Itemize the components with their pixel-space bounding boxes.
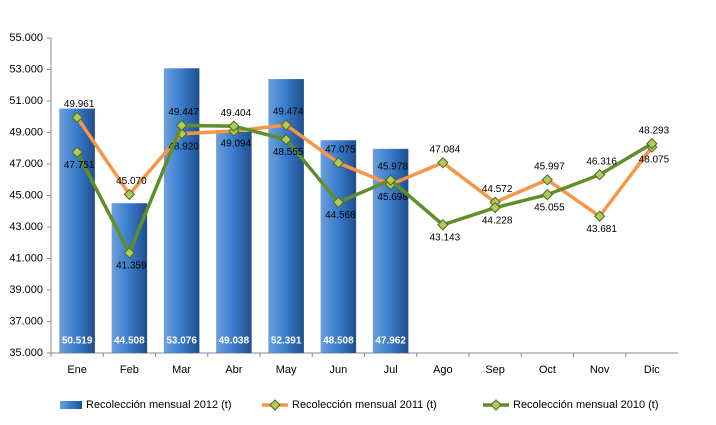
line-value-label: 48.920 bbox=[168, 141, 199, 152]
y-tick-label: 53.000 bbox=[9, 63, 43, 75]
x-tick-label: Abr bbox=[225, 364, 242, 376]
x-tick-label: Dic bbox=[644, 364, 660, 376]
y-tick-label: 43.000 bbox=[9, 221, 43, 233]
y-tick-label: 37.000 bbox=[9, 315, 43, 327]
y-tick-label: 49.000 bbox=[9, 126, 43, 138]
line-value-label: 48.075 bbox=[639, 155, 670, 166]
bar bbox=[320, 140, 357, 353]
bar bbox=[163, 68, 200, 353]
x-tick-label: Ago bbox=[433, 364, 453, 376]
marker bbox=[175, 119, 188, 132]
legend-swatch bbox=[60, 401, 82, 409]
x-tick-label: Jun bbox=[330, 364, 348, 376]
y-tick-label: 55.000 bbox=[9, 32, 43, 44]
legend-marker bbox=[269, 399, 281, 411]
x-tick-label: Feb bbox=[120, 364, 139, 376]
line-value-label: 49.961 bbox=[64, 99, 95, 110]
line-value-label: 41.359 bbox=[116, 260, 147, 271]
marker bbox=[384, 174, 397, 186]
line-value-label: 47.075 bbox=[325, 144, 356, 155]
x-tick-label: Sep bbox=[485, 364, 505, 376]
marker bbox=[593, 169, 606, 181]
marker bbox=[280, 119, 292, 131]
legend-marker bbox=[490, 399, 502, 411]
line-value-label: 44.228 bbox=[482, 215, 513, 226]
marker bbox=[123, 188, 136, 201]
x-tick-label: Nov bbox=[590, 364, 610, 376]
marker bbox=[593, 210, 606, 222]
marker bbox=[437, 156, 449, 169]
marker bbox=[489, 201, 501, 214]
line-value-label: 49.094 bbox=[221, 139, 252, 150]
bar-value-label: 49.038 bbox=[219, 336, 250, 347]
x-tick-label: Ene bbox=[67, 364, 87, 376]
marker bbox=[71, 146, 83, 158]
line-value-label: 45.978 bbox=[377, 162, 408, 173]
line-value-label: 43.681 bbox=[586, 224, 617, 235]
line-value-label: 49.474 bbox=[273, 107, 304, 118]
marker bbox=[541, 174, 554, 186]
bar bbox=[216, 131, 252, 353]
line-value-label: 45.055 bbox=[534, 202, 565, 213]
bar-value-label: 44.508 bbox=[114, 336, 145, 347]
bar bbox=[59, 108, 95, 354]
line-value-label: 45.070 bbox=[116, 176, 147, 187]
y-tick-label: 41.000 bbox=[9, 252, 43, 264]
x-tick-label: Oct bbox=[539, 364, 556, 376]
x-tick-label: Jul bbox=[384, 364, 398, 376]
line-value-label: 44.568 bbox=[325, 210, 356, 221]
line-value-label: 48.293 bbox=[639, 125, 670, 136]
bar-value-label: 50.519 bbox=[62, 336, 93, 347]
marker bbox=[123, 247, 136, 259]
y-tick-label: 35.000 bbox=[9, 347, 43, 359]
x-tick-label: Mar bbox=[172, 364, 191, 376]
legend-label: Recolección mensual 2010 (t) bbox=[513, 399, 659, 411]
line-value-label: 49.447 bbox=[168, 107, 199, 118]
line-value-label: 45.997 bbox=[534, 161, 565, 172]
bar-value-label: 48.508 bbox=[323, 336, 354, 347]
bar-value-label: 47.962 bbox=[375, 336, 406, 347]
y-tick-label: 39.000 bbox=[9, 284, 43, 296]
line-value-label: 45.698 bbox=[377, 192, 408, 203]
marker bbox=[71, 111, 83, 124]
x-tick-label: May bbox=[276, 364, 297, 376]
line-value-label: 47.084 bbox=[430, 144, 461, 155]
bar-value-label: 53.076 bbox=[166, 336, 197, 347]
marker bbox=[332, 157, 345, 169]
y-tick-label: 45.000 bbox=[9, 189, 43, 201]
marker bbox=[437, 219, 449, 231]
y-tick-label: 51.000 bbox=[9, 95, 43, 107]
y-tick-label: 47.000 bbox=[9, 158, 43, 170]
marker bbox=[332, 196, 345, 209]
line-value-label: 43.143 bbox=[430, 232, 461, 243]
legend-label: Recolección mensual 2011 (t) bbox=[292, 399, 437, 411]
line-value-label: 46.316 bbox=[586, 156, 617, 167]
line-value-label: 49.404 bbox=[221, 108, 252, 119]
marker bbox=[228, 120, 240, 132]
marker bbox=[280, 133, 292, 146]
marker bbox=[646, 137, 658, 150]
line-value-label: 47.751 bbox=[64, 160, 95, 171]
bar-value-label: 52.391 bbox=[271, 336, 302, 347]
marker bbox=[541, 188, 554, 201]
legend-label: Recolección mensual 2012 (t) bbox=[86, 399, 232, 411]
line-value-label: 44.572 bbox=[482, 184, 513, 195]
line-value-label: 48.555 bbox=[273, 147, 304, 158]
line bbox=[75, 123, 653, 258]
